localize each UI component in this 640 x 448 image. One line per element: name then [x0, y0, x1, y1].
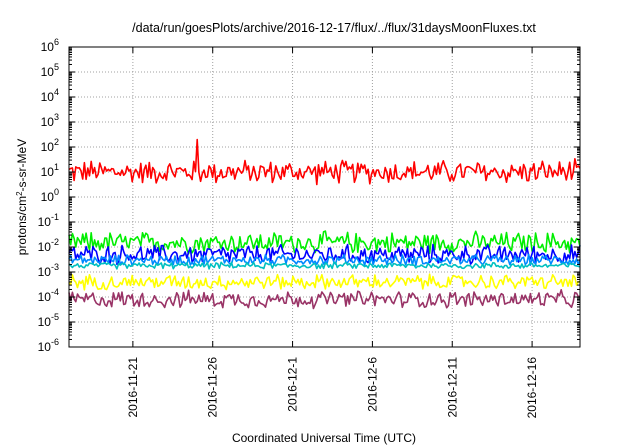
series-line-7	[68, 288, 581, 310]
x-tick-label: 2016-12-1	[286, 357, 300, 412]
grid	[69, 47, 580, 347]
y-tick-label: 10-5	[38, 312, 59, 329]
y-tick-label: 106	[41, 37, 59, 54]
y-tick-label: 102	[41, 137, 59, 154]
y-tick-label: 105	[41, 62, 59, 79]
series-line-6	[68, 273, 581, 291]
y-tick-label: 10-2	[38, 237, 59, 254]
y-axis-label: protons/cm2-s-sr-MeV	[15, 139, 30, 255]
series-line-4	[68, 253, 581, 267]
series-line-1	[68, 138, 581, 186]
x-tick-label: 2016-12-6	[365, 357, 379, 412]
y-tick-label: 100	[41, 187, 59, 204]
x-axis-label: Coordinated Universal Time (UTC)	[232, 431, 416, 445]
x-tick-label: 2016-11-21	[126, 357, 140, 418]
y-tick-label: 10-1	[38, 212, 59, 229]
x-tick-label: 2016-12-11	[445, 357, 459, 418]
y-tick-label: 103	[41, 112, 59, 129]
series-line-5	[68, 261, 581, 270]
x-axis-ticks: 2016-11-21 2016-11-26 2016-12-1 2016-12-6 20…	[126, 47, 539, 418]
y-tick-label: 104	[41, 87, 59, 104]
plot-series	[68, 138, 581, 310]
y-tick-label: 10-4	[38, 287, 59, 304]
y-tick-label: 10-6	[38, 337, 59, 354]
y-tick-label: 10-3	[38, 262, 59, 279]
y-tick-label: 101	[41, 162, 59, 179]
x-tick-label: 2016-12-16	[525, 357, 539, 419]
series-line-3	[68, 243, 581, 266]
y-axis-ticks: 10-6 10-5 10-4 10-3 10-2 10-1 100 101 102 103 104 1…	[38, 37, 580, 354]
chart-title: /data/run/goesPlots/archive/2016-12-17/f…	[132, 21, 536, 35]
x-tick-label: 2016-11-26	[206, 357, 220, 418]
